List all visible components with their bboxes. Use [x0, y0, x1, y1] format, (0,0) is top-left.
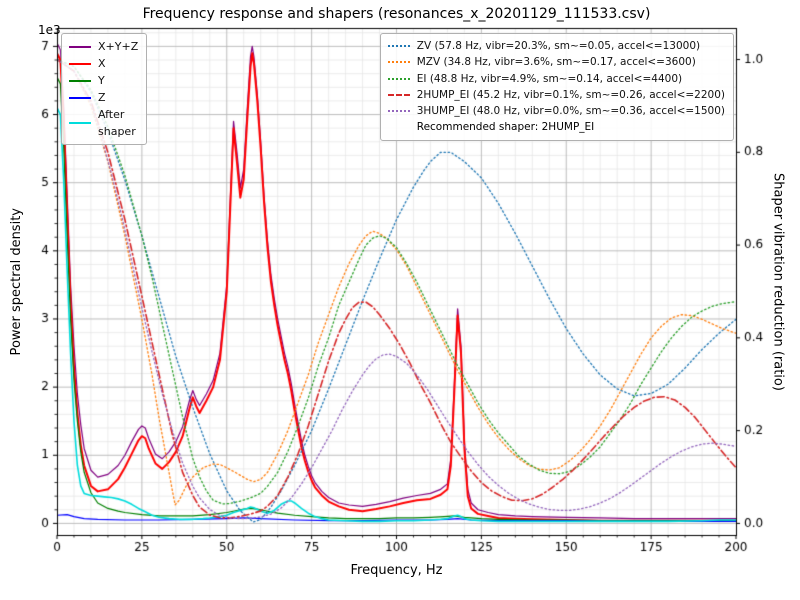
legend-item-mzv: MZV (34.8 Hz, vibr=3.6%, sm~=0.17, accel…: [387, 54, 725, 70]
legend-item-zv: ZV (57.8 Hz, vibr=20.3%, sm~=0.05, accel…: [387, 38, 725, 54]
legend-label-z: Z: [98, 91, 106, 105]
legend-item-xyz: X+Y+Z: [69, 38, 138, 55]
x-axis-label: Frequency, Hz: [350, 563, 443, 578]
y-axis-offset-text: 1e3: [38, 23, 61, 37]
legend-label-after: After shaper: [98, 108, 136, 139]
legend-label-hump2: 2HUMP_EI (45.2 Hz, vibr=0.1%, sm~=0.26, …: [416, 88, 725, 101]
legend-line-sample-zv: [387, 45, 410, 48]
legend-label-zv: ZV (57.8 Hz, vibr=20.3%, sm~=0.05, accel…: [416, 40, 701, 52]
legend-shapers: ZV (57.8 Hz, vibr=20.3%, sm~=0.05, accel…: [379, 33, 734, 141]
legend-line-sample-x: [69, 62, 91, 65]
legend-line-sample-after: [69, 122, 91, 125]
recommended-shaper-note: Recommended shaper: 2HUMP_EI: [416, 121, 595, 134]
legend-item-z: Z: [69, 89, 138, 106]
legend-label-ei: EI (48.8 Hz, vibr=4.9%, sm~=0.14, accel<…: [416, 72, 683, 85]
legend-label-x: X: [98, 57, 106, 71]
legend-line-sample-xyz: [69, 45, 91, 48]
legend-line-sample-hump2: [387, 93, 410, 96]
y-axis-label-right: Shaper vibration reduction (ratio): [770, 172, 786, 391]
y-axis-label-left: Power spectral density: [8, 207, 24, 356]
legend-line-sample-ei: [387, 77, 410, 80]
chart-title: Frequency response and shapers (resonanc…: [142, 6, 651, 22]
legend-psd: X+Y+Z X Y Z After shaper: [61, 33, 148, 146]
legend-line-sample-z: [69, 96, 91, 99]
legend-psd-items: X+Y+Z X Y Z After shaper: [69, 38, 138, 140]
legend-item-x: X: [69, 55, 138, 72]
legend-line-sample-mzv: [387, 61, 410, 64]
y-axis-label-right-wrap: Shaper vibration reduction (ratio): [764, 28, 792, 535]
legend-label-y: Y: [98, 74, 105, 88]
legend-shapers-items: ZV (57.8 Hz, vibr=20.3%, sm~=0.05, accel…: [387, 38, 725, 119]
legend-label-mzv: MZV (34.8 Hz, vibr=3.6%, sm~=0.17, accel…: [416, 56, 696, 69]
legend-line-sample-y: [69, 79, 91, 82]
legend-item-hump3: 3HUMP_EI (48.0 Hz, vibr=0.0%, sm~=0.36, …: [387, 103, 725, 119]
legend-line-sample-hump3: [387, 110, 410, 113]
y-axis-label-left-wrap: Power spectral density: [2, 28, 30, 535]
legend-item-after: After shaper: [69, 106, 138, 140]
legend-label-xyz: X+Y+Z: [98, 40, 139, 53]
legend-item-hump2: 2HUMP_EI (45.2 Hz, vibr=0.1%, sm~=0.26, …: [387, 87, 725, 103]
legend-item-y: Y: [69, 72, 138, 89]
legend-item-ei: EI (48.8 Hz, vibr=4.9%, sm~=0.14, accel<…: [387, 71, 725, 87]
legend-label-hump3: 3HUMP_EI (48.0 Hz, vibr=0.0%, sm~=0.36, …: [416, 105, 725, 118]
